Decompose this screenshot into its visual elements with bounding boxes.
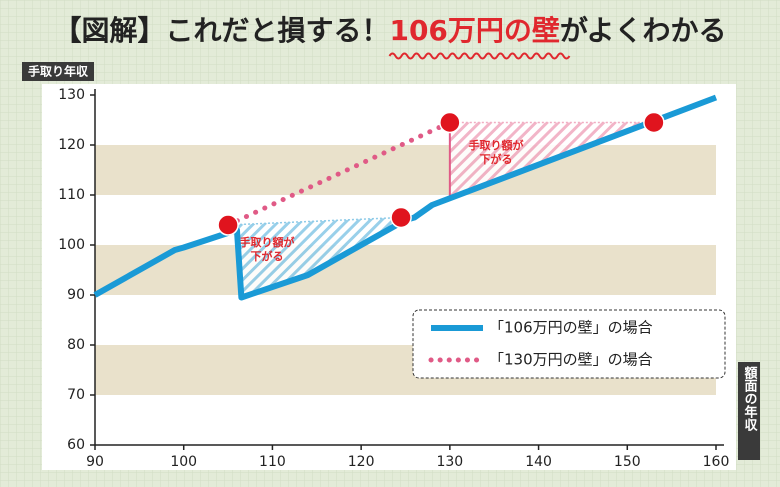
series-line xyxy=(93,94,718,301)
highlight-point xyxy=(217,214,239,236)
highlight-point xyxy=(643,111,665,134)
y-axis-label: 手取り年収 xyxy=(28,64,89,79)
x-tick-label: 140 xyxy=(525,454,552,470)
annotation: 下がる xyxy=(480,152,513,166)
legend-label: 「130万円の壁」の場合 xyxy=(489,351,653,369)
series-line xyxy=(225,120,453,228)
y-tick-label: 130 xyxy=(58,87,85,103)
y-tick-label: 70 xyxy=(67,387,85,403)
x-tick-label: 130 xyxy=(436,454,463,470)
hatched-region xyxy=(228,217,402,298)
band xyxy=(95,245,716,295)
title-part: 106万円の壁 xyxy=(389,14,559,47)
highlight-point xyxy=(439,111,461,134)
y-tick-label: 80 xyxy=(67,337,85,353)
title-part: 【図解】これだと損する！ xyxy=(53,14,389,47)
annotation: 下がる xyxy=(251,249,284,263)
title-underline xyxy=(388,52,571,60)
y-label-box xyxy=(22,62,94,81)
x-tick-label: 120 xyxy=(348,454,375,470)
region-edge xyxy=(228,216,402,226)
title-part: がよくわかる xyxy=(560,14,727,47)
x-tick-label: 150 xyxy=(614,454,641,470)
y-tick-label: 60 xyxy=(67,437,85,453)
x-axis-label: 額面の年収 xyxy=(742,365,759,432)
y-tick-label: 90 xyxy=(67,287,85,303)
band xyxy=(95,145,716,195)
annotation: 手取り額が xyxy=(240,235,295,249)
x-tick-label: 110 xyxy=(259,454,286,470)
highlight-point xyxy=(390,206,412,229)
x-tick-label: 90 xyxy=(86,454,104,470)
y-tick-label: 110 xyxy=(58,187,85,203)
y-tick-label: 100 xyxy=(58,237,85,253)
y-tick-label: 120 xyxy=(58,137,85,153)
x-tick-label: 100 xyxy=(170,454,197,470)
legend-box xyxy=(412,309,726,379)
x-tick-label: 160 xyxy=(703,454,730,470)
legend-label: 「106万円の壁」の場合 xyxy=(489,319,653,337)
x-label-box xyxy=(738,362,760,460)
annotation: 手取り額が xyxy=(469,138,524,152)
